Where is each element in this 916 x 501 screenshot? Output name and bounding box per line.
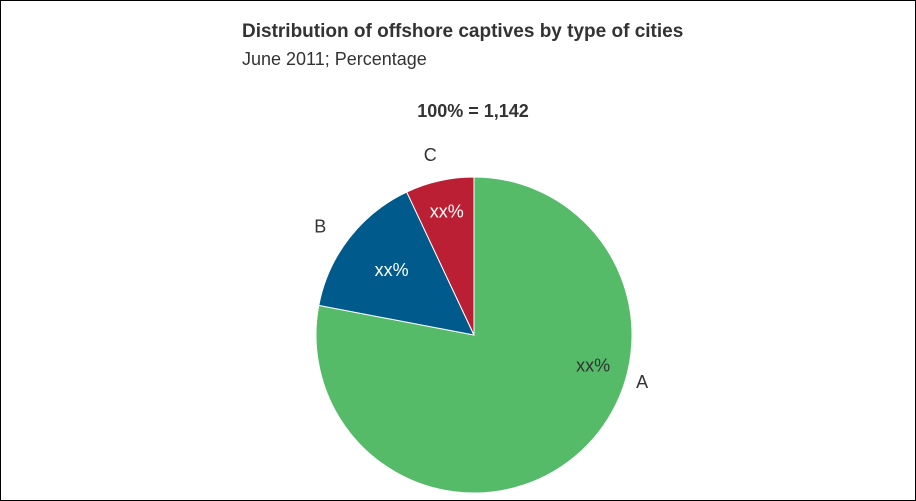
total-label: 100% = 1,142 (417, 101, 529, 121)
category-label-c: C (424, 145, 437, 165)
value-label-b: xx% (375, 260, 409, 280)
pie-slice-a (315, 176, 633, 494)
pie-slice-c (406, 176, 475, 336)
pie-slice-b (318, 191, 475, 336)
value-label-a: xx% (576, 355, 610, 375)
value-label-c: xx% (430, 202, 464, 222)
category-label-b: B (314, 216, 326, 236)
chart-subtitle: June 2011; Percentage (242, 49, 427, 69)
chart-title: Distribution of offshore captives by typ… (242, 21, 684, 42)
category-label-a: A (636, 372, 648, 392)
